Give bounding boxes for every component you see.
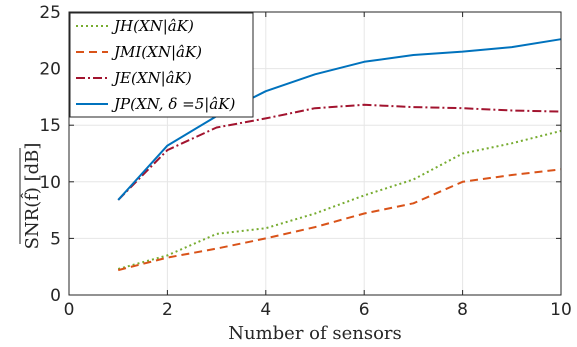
- series-layer: [117, 38, 562, 272]
- series-line-1: [117, 129, 562, 270]
- legend-label-4: JP(XN, δ =5|âK): [111, 95, 235, 113]
- y-axis-label-text: SNR(f̂) [dB]: [20, 143, 43, 250]
- legend-label-2: JMI(XN|âK): [111, 43, 202, 61]
- series-line-2: [117, 168, 562, 272]
- y-tick-label: 15: [39, 116, 61, 136]
- y-tick-label: 20: [39, 60, 61, 80]
- x-tick-label: 2: [162, 300, 173, 320]
- x-tick-label: 8: [457, 300, 468, 320]
- series-line-3: [117, 103, 562, 201]
- plot-frame: [68, 11, 562, 296]
- legend-label-3: JE(XN|âK): [111, 69, 192, 87]
- x-axis-label: Number of sensors: [228, 323, 402, 344]
- series-line-4: [117, 38, 562, 201]
- y-tick-label: 25: [39, 3, 61, 23]
- y-axis-label: SNR(f̂) [dB]: [19, 143, 43, 250]
- y-tick-label: 5: [50, 229, 61, 249]
- tick-labels: 0 2 4 6 8 10 0 5 10 15 20 25: [39, 3, 571, 320]
- x-tick-label: 4: [260, 300, 271, 320]
- x-tick-label: 10: [550, 300, 572, 320]
- legend-items: JH(XN|âK) JMI(XN|âK) JE(XN|âK) JP(XN, δ =5|…: [76, 17, 235, 113]
- legend-box: [69, 12, 254, 118]
- legend: JH(XN|âK) JMI(XN|âK) JE(XN|âK) JP(XN, δ =5|…: [69, 12, 254, 118]
- legend-label-1: JH(XN|âK): [111, 17, 194, 35]
- x-tick-label: 0: [64, 300, 75, 320]
- y-tick-label: 0: [50, 286, 61, 306]
- x-tick-label: 6: [359, 300, 370, 320]
- y-tick-label: 10: [39, 173, 61, 193]
